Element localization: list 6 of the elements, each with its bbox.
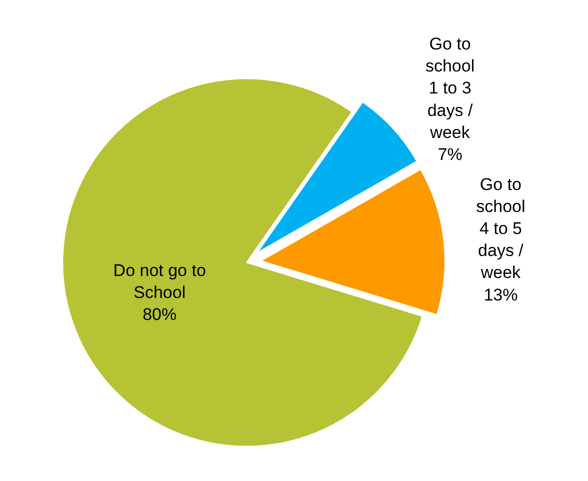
data-label: 7% xyxy=(438,144,462,164)
slice-label: Do not go to School xyxy=(113,260,206,302)
slice-label: Go to school 1 to 3 days / week xyxy=(425,34,475,142)
slice-label: Go to school 4 to 5 days / week xyxy=(476,174,526,282)
data-label: 80% xyxy=(142,305,177,324)
data-label: 13% xyxy=(484,285,518,304)
